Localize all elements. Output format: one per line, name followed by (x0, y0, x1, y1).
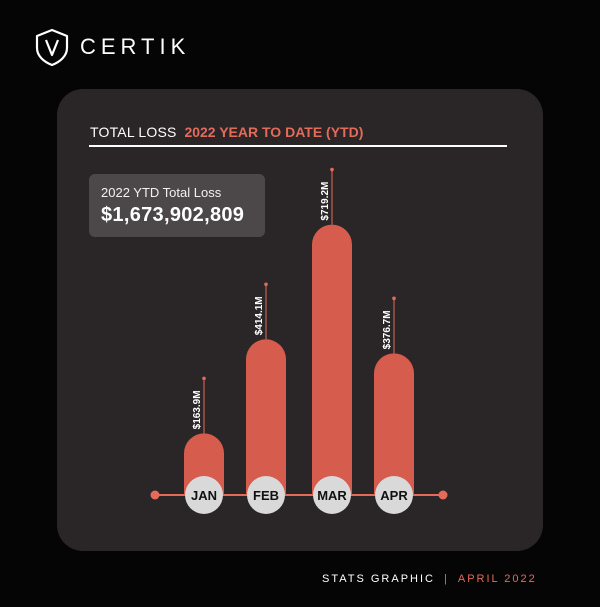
total-loss-label: 2022 YTD Total Loss (101, 185, 222, 200)
bar-mar (312, 224, 352, 495)
footer-label: STATS GRAPHIC (322, 573, 435, 585)
value-stem-dot-apr (392, 296, 396, 301)
footer-separator: | (444, 573, 449, 585)
value-stem-dot-mar (330, 167, 334, 172)
total-loss-summary: 2022 YTD Total Loss $1,673,902,809 (89, 174, 265, 237)
value-label-feb: $414.1M (254, 296, 265, 335)
value-stem-dot-jan (202, 376, 206, 381)
month-badge-mar (313, 476, 351, 514)
month-badge-apr (375, 476, 413, 514)
month-badge-feb (247, 476, 285, 514)
value-stem-dot-feb (264, 282, 268, 287)
axis-end-left (150, 490, 160, 500)
value-label-apr: $376.7M (382, 310, 393, 349)
total-loss-value: $1,673,902,809 (101, 204, 245, 226)
chart-heading: TOTAL LOSS 2022 YEAR TO DATE (YTD) (90, 124, 363, 140)
month-label-apr: APR (380, 488, 408, 503)
chart-subtitle: 2022 YEAR TO DATE (YTD) (184, 124, 364, 140)
axis-end-right (438, 490, 448, 500)
brand-logo: CERTIK (34, 27, 190, 67)
brand-name: CERTIK (80, 34, 191, 59)
chart-card: TOTAL LOSS 2022 YEAR TO DATE (YTD) $163.… (57, 89, 543, 551)
chart-title: TOTAL LOSS (90, 124, 177, 140)
bar-feb (246, 339, 286, 495)
heading-divider (89, 145, 507, 147)
footer-date: APRIL 2022 (457, 573, 537, 585)
bar-apr (374, 353, 414, 495)
month-label-jan: JAN (191, 488, 217, 503)
value-label-jan: $163.9M (192, 390, 203, 429)
value-label-mar: $719.2M (320, 182, 331, 221)
footer: STATS GRAPHIC | APRIL 2022 (322, 573, 537, 585)
month-label-mar: MAR (317, 488, 347, 503)
month-badge-jan (185, 476, 223, 514)
month-label-feb: FEB (253, 488, 279, 503)
certik-shield-icon (35, 28, 69, 66)
loss-bar-chart: $163.9M JAN $414.1M FEB $719.2M MAR $376.7M APR (150, 167, 448, 514)
